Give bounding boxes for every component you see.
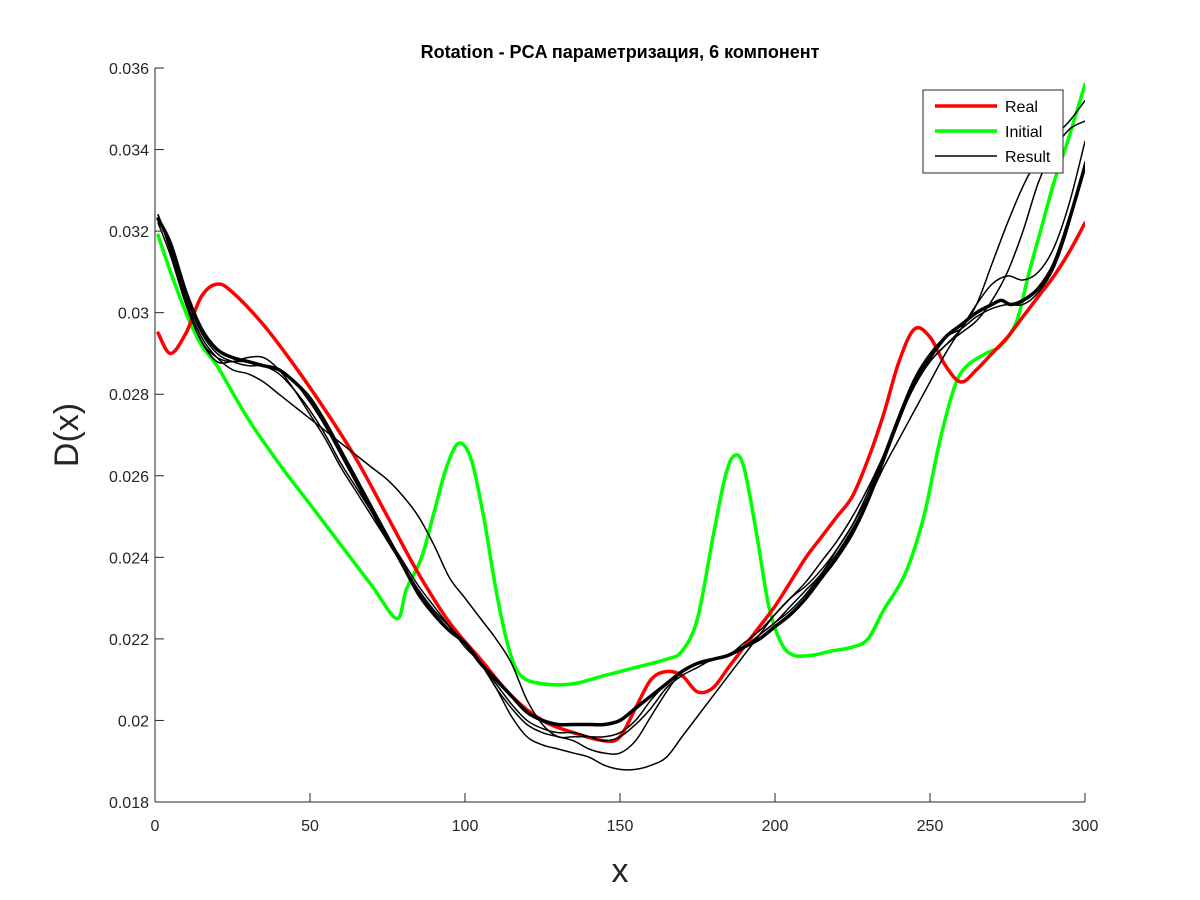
y-tick-label: 0.018 (109, 795, 149, 812)
plot-background (155, 68, 1085, 802)
x-tick-label: 50 (301, 818, 319, 835)
y-tick-label: 0.022 (109, 632, 149, 649)
y-tick-label: 0.03 (118, 306, 149, 323)
x-axis-label: x (612, 852, 629, 890)
legend: Real Initial Result (922, 89, 1064, 174)
series-line-result-run-3 (157, 140, 1085, 739)
y-tick-label: 0.02 (118, 713, 149, 730)
x-axis: 0 50 100 150 200 250 300 (151, 793, 1099, 835)
y-tick-label: 0.032 (109, 224, 149, 241)
x-tick-label: 150 (607, 818, 634, 835)
x-tick-label: 250 (917, 818, 944, 835)
series-layer (156, 82, 1085, 771)
x-tick-label: 0 (151, 818, 160, 835)
plot-area (155, 68, 1085, 802)
y-tick-label: 0.026 (109, 469, 149, 486)
y-tick-label: 0.036 (109, 61, 149, 78)
series-line-result-run-5 (157, 120, 1085, 771)
x-tick-label: 100 (452, 818, 479, 835)
y-tick-label: 0.028 (109, 387, 149, 404)
y-tick-label: 0.034 (109, 143, 149, 160)
legend-label-real: Real (1005, 99, 1038, 116)
x-tick-label: 300 (1072, 818, 1099, 835)
y-axis: 0.018 0.02 0.022 0.024 0.026 0.028 0.03 0.032 0.… (109, 61, 164, 812)
y-tick-label: 0.024 (109, 550, 149, 567)
series-line-initial-1 (156, 82, 1085, 687)
x-tick-label: 200 (762, 818, 789, 835)
chart-title: Rotation - PCA параметризация, 6 компоне… (421, 42, 820, 62)
legend-label-result: Result (1005, 149, 1051, 166)
legend-label-initial: Initial (1005, 124, 1042, 141)
series-line-result-6 (157, 161, 1085, 742)
y-axis-label: D(x) (48, 403, 86, 467)
series-line-real-0 (156, 221, 1085, 744)
